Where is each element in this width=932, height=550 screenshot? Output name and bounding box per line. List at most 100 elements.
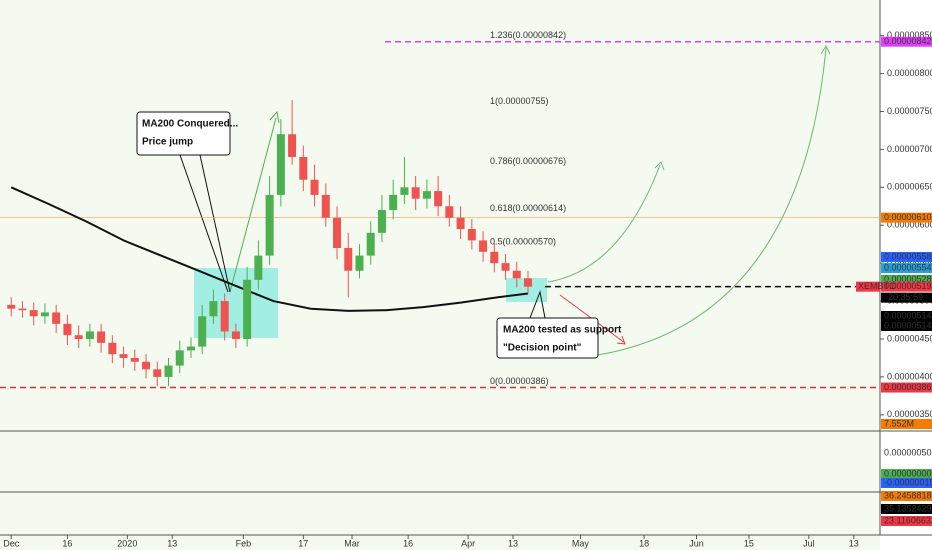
arrow (597, 47, 827, 356)
price-tag (881, 382, 932, 393)
y-tick-label: 0.00000350 (887, 409, 932, 419)
candle-body (209, 301, 218, 317)
x-tick-label: 13 (508, 538, 518, 548)
x-tick-label: 13 (167, 538, 177, 548)
candle-body (153, 369, 162, 377)
pane-tag (881, 516, 932, 526)
price-tag-label: 0.00000842 (884, 36, 932, 46)
candle-body (175, 350, 184, 366)
candle-body (456, 217, 465, 230)
price-tag-label: 0.00000528 (884, 274, 932, 284)
candle-body (243, 279, 252, 339)
candle-body (310, 179, 319, 195)
price-tag (881, 274, 932, 285)
pane-tag (881, 478, 932, 488)
countdown-label: 20:35:59 (888, 292, 923, 302)
x-tick-label: 2020 (117, 538, 137, 548)
annotation-text: Price jump (142, 137, 193, 148)
fib-label: 1(0.00000755) (490, 96, 549, 106)
symbol-label: XEMBTC (858, 281, 896, 291)
arrow-head (820, 44, 831, 55)
y-tick-label: 0.00000800 (887, 68, 932, 78)
price-tag-label: 0.00000610 (884, 212, 932, 222)
candle-body (276, 134, 285, 195)
candle-body (85, 331, 94, 339)
x-tick-label: May (572, 538, 590, 548)
price-tag (881, 252, 932, 262)
x-tick-label: 16 (62, 538, 72, 548)
x-tick-label: 16 (403, 538, 413, 548)
arrow-head (654, 161, 665, 171)
candle-body (422, 191, 431, 199)
x-tick-label: Feb (236, 538, 252, 548)
candle-body (333, 217, 342, 248)
candle-body (164, 365, 173, 377)
candle-body (445, 206, 454, 218)
x-tick-label: 17 (298, 538, 308, 548)
countdown-tag (881, 292, 932, 303)
candle-body (501, 263, 510, 271)
pane-tag-label: 23.11606632 (884, 515, 932, 525)
candle-body (63, 323, 72, 336)
candle-body (97, 331, 106, 343)
annotation-text: MA200 Conquered... (142, 119, 238, 130)
price-tag (881, 321, 932, 331)
annotation: MA200 tested as support "Decision point" (496, 317, 622, 359)
pane-tag (881, 491, 932, 501)
candle-body (119, 354, 128, 358)
x-tick-label: Dec (3, 538, 20, 548)
fib-label: 0.5(0.00000570) (490, 236, 556, 246)
symbol-tag (856, 281, 880, 292)
y-tick-label: 0.00000650 (887, 182, 932, 192)
pane-tag (881, 504, 932, 514)
x-tick-label: 13 (849, 538, 859, 548)
candle-body (231, 331, 240, 339)
price-tag-label: 0.00000519 (884, 281, 932, 291)
candle-body (366, 232, 375, 256)
callout-line (179, 154, 229, 293)
arrow-head (269, 110, 280, 124)
annotation-text: "Decision point" (503, 343, 582, 354)
y-tick-label: 0.00000400 (887, 371, 932, 381)
candle-body (74, 335, 83, 339)
candle-body (479, 240, 488, 252)
annotation-text: MA200 tested as support (503, 325, 622, 336)
x-tick-label: Jul (803, 538, 815, 548)
annotation-box (136, 111, 231, 156)
candle-body (52, 312, 61, 324)
pane-tag-label: 0.00000050 (884, 447, 932, 457)
annotation: MA200 Conquered... Price jump (136, 111, 238, 156)
candle-body (265, 194, 274, 256)
x-tick-label: Apr (461, 538, 475, 548)
ma200-line (10, 186, 529, 312)
candle-body (186, 346, 195, 351)
arrow-head (616, 335, 626, 345)
price-tag-label: 0.00000558 (884, 251, 932, 261)
candle-body (18, 308, 27, 311)
x-tick-label: 15 (744, 538, 754, 548)
x-tick-label: Mar (344, 538, 360, 548)
y-tick-label: 0.00000600 (887, 220, 932, 230)
price-tag-label: 0.00000514 (884, 310, 932, 320)
candle-body (344, 247, 353, 271)
price-tag (881, 36, 932, 47)
candle-body (411, 187, 420, 199)
candle-body (7, 304, 16, 309)
candle-body (321, 194, 330, 218)
candle-body (467, 229, 476, 241)
pane-tag-label: 35.13524298 (884, 503, 932, 513)
y-tick-label: 0.00000550 (887, 258, 932, 268)
price-tag (881, 263, 932, 273)
pane-tag (881, 469, 932, 479)
candle-body (355, 255, 364, 271)
price-tag (881, 281, 932, 292)
candle-body (512, 270, 521, 279)
pane-tag (881, 419, 932, 429)
candle-body (377, 210, 386, 233)
fib-label: 0.618(0.00000614) (490, 203, 566, 213)
candle-body (524, 278, 532, 287)
candle-body (490, 251, 499, 264)
price-tag (881, 212, 932, 223)
callout-line (199, 154, 231, 293)
